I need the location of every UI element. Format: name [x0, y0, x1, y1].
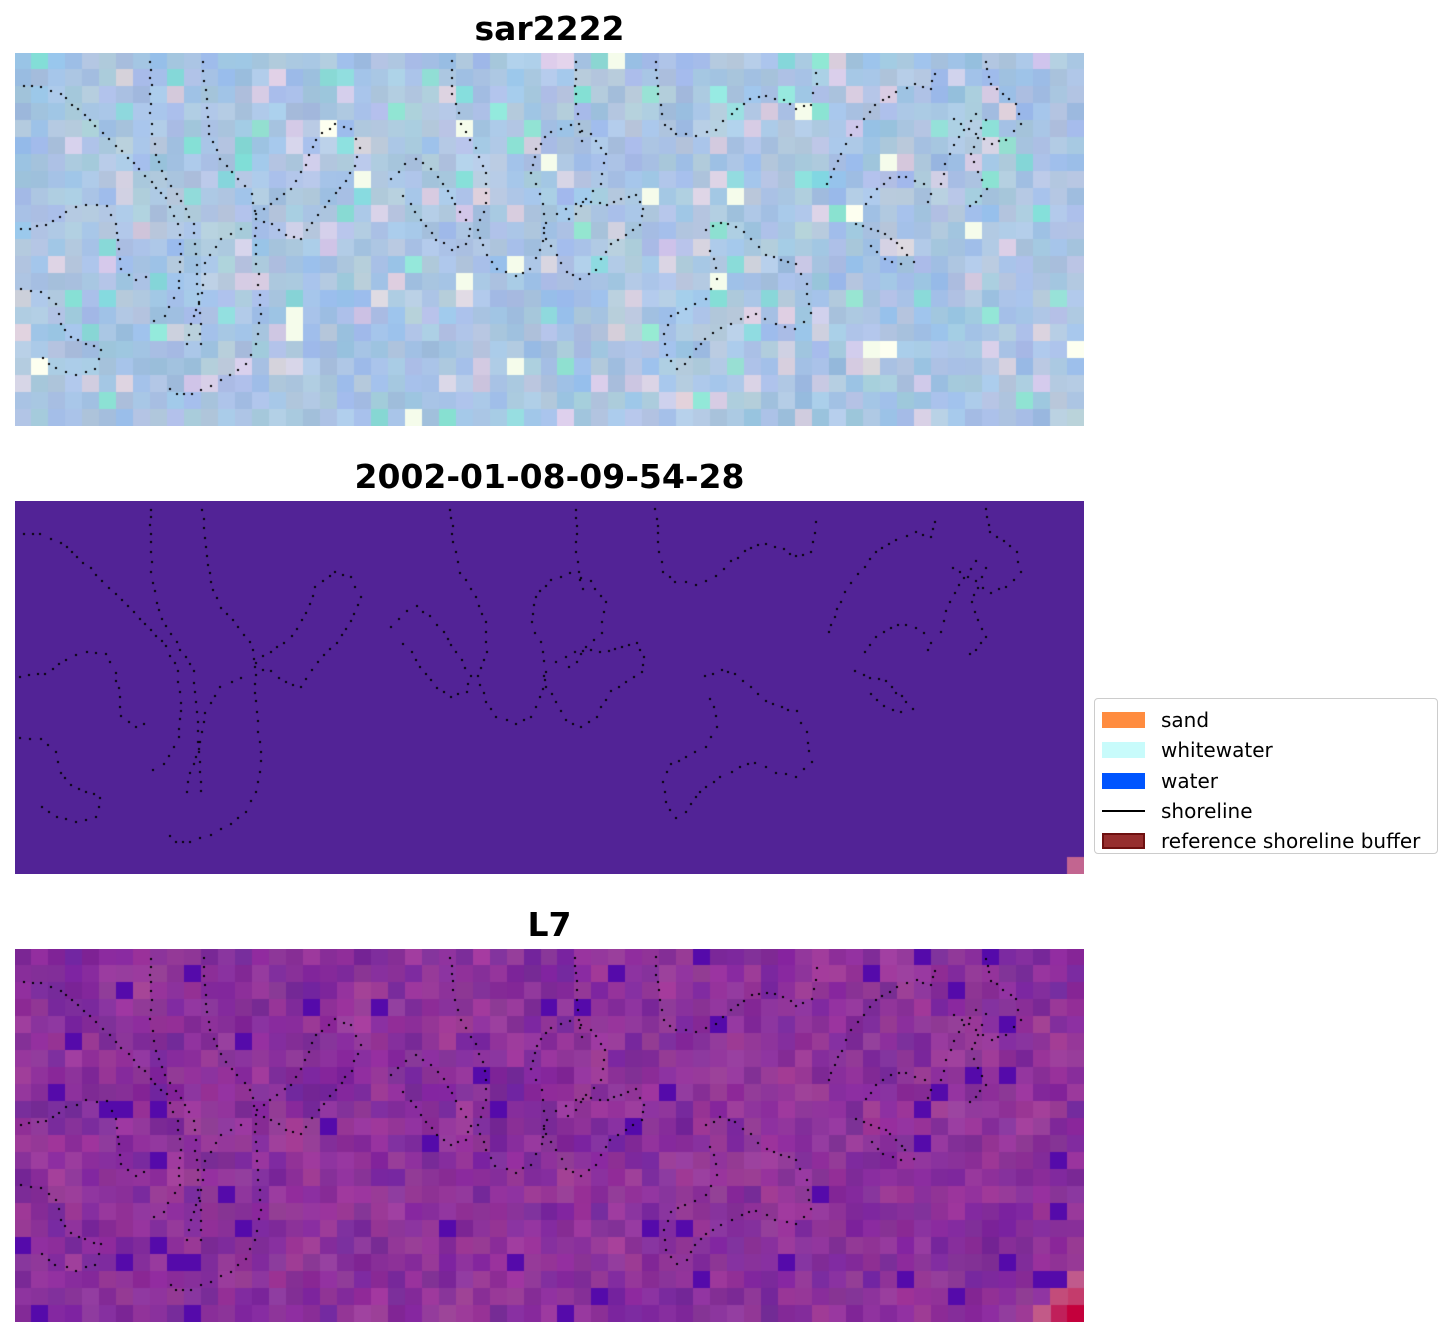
panel-title-3: L7: [527, 905, 572, 944]
legend-label-whitewater: whitewater: [1161, 738, 1273, 763]
legend-label-sand: sand: [1161, 708, 1210, 733]
legend-item-shoreline: shoreline: [1095, 796, 1437, 826]
legend-item-sand: sand: [1095, 705, 1437, 735]
panel-title-1: sar2222: [474, 9, 625, 48]
legend-label-shoreline: shoreline: [1161, 799, 1253, 824]
shoreline-line-icon: [1102, 810, 1145, 813]
rgb-image-panel: [15, 53, 1084, 426]
legend-item-water: water: [1095, 766, 1437, 796]
legend-label-water: water: [1161, 768, 1218, 793]
sand-swatch: [1102, 712, 1145, 729]
legend-label-reference-buffer: reference shoreline buffer: [1161, 829, 1421, 854]
index-image-panel: [15, 949, 1084, 1322]
whitewater-swatch: [1102, 742, 1145, 759]
panel-title-2: 2002-01-08-09-54-28: [354, 457, 745, 496]
legend-item-reference-buffer: reference shoreline buffer: [1095, 826, 1437, 856]
legend-item-whitewater: whitewater: [1095, 735, 1437, 765]
water-swatch: [1102, 772, 1145, 789]
legend: sand whitewater water shoreline referenc…: [1094, 698, 1438, 854]
reference-buffer-swatch: [1102, 833, 1145, 850]
classified-image-panel: [15, 501, 1084, 874]
